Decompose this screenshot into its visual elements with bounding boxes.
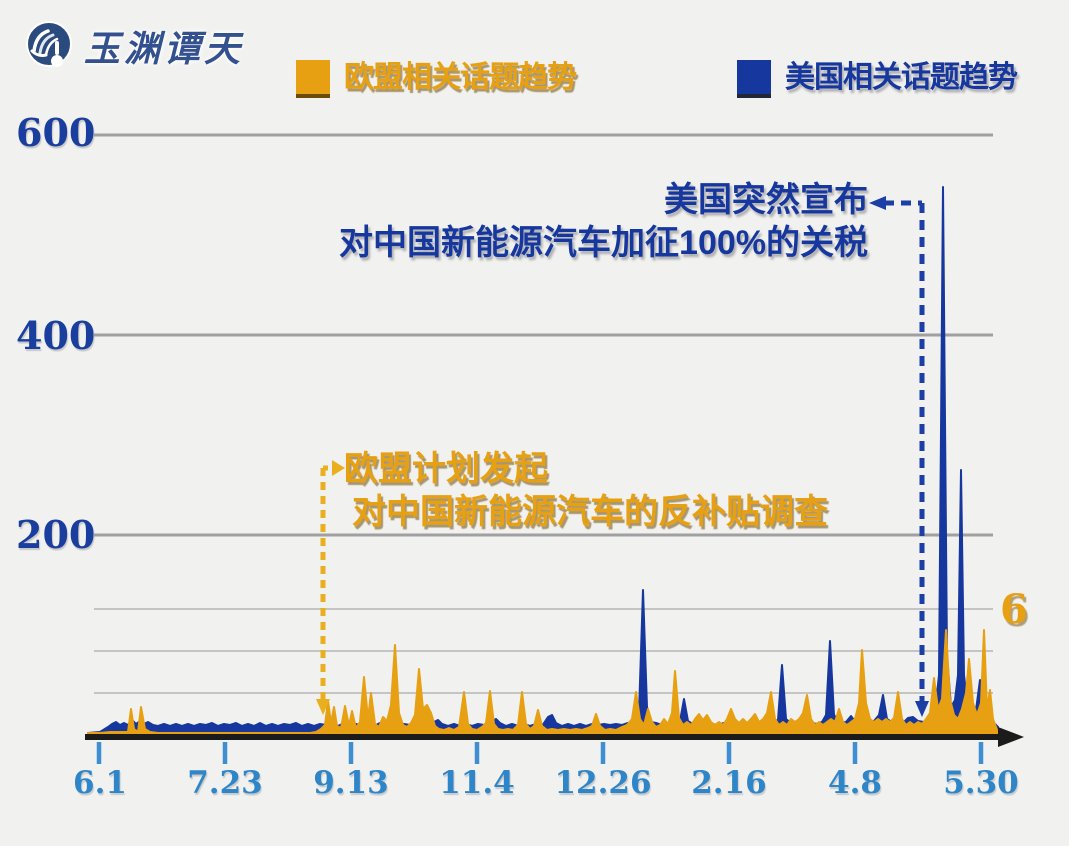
us-legend-label: 美国相关话题趋势 — [785, 61, 1018, 94]
legend-item-us: 美国相关话题趋势 — [737, 60, 1018, 98]
eu-annotation: 欧盟计划发起 对中国新能源汽车的反补贴调查 — [344, 448, 828, 534]
wave-circle-icon — [26, 21, 72, 67]
x-axis-arrowhead — [998, 727, 1024, 747]
x-axis-label-5-30: 5.30 — [943, 765, 1019, 801]
us-annotation-line1: 美国突然宣布 — [664, 181, 868, 219]
us-connector-down-arrowhead — [915, 701, 929, 717]
legend-item-eu: 欧盟相关话题趋势 — [296, 60, 577, 98]
x-axis-label-6-1: 6.1 — [73, 765, 127, 801]
x-axis-label-9-13: 9.13 — [313, 765, 389, 801]
x-axis-label-2-16: 2.16 — [691, 765, 767, 801]
eu-legend-swatch — [296, 60, 330, 98]
x-axis-label-7-23: 7.23 — [187, 765, 263, 801]
right-axis-label-6: 6 — [1000, 586, 1028, 633]
logo-text: 玉渊谭天 — [84, 28, 245, 70]
us-series-area — [87, 186, 999, 736]
us-connector-left-arrowhead — [869, 196, 886, 210]
eu-connector-down-arrowhead — [316, 699, 330, 715]
eu-annotation-line2: 对中国新能源汽车的反补贴调查 — [352, 493, 828, 531]
eu-connector-right-arrowhead — [332, 460, 345, 476]
us-annotation-line2: 对中国新能源汽车加征100%的关税 — [339, 224, 868, 262]
us-annotation: 美国突然宣布 对中国新能源汽车加征100%的关税 — [339, 179, 868, 265]
x-axis-line — [85, 734, 1000, 740]
channel-logo: 玉渊谭天 — [26, 20, 244, 72]
x-axis-label-12-26: 12.26 — [554, 765, 652, 801]
eu-series-area — [87, 629, 998, 736]
us-legend-swatch — [737, 60, 771, 98]
x-axis-label-11-4: 11.4 — [439, 765, 515, 801]
eu-legend-label: 欧盟相关话题趋势 — [344, 61, 577, 94]
x-axis-label-4-8: 4.8 — [828, 765, 882, 801]
eu-annotation-line1: 欧盟计划发起 — [344, 450, 548, 488]
